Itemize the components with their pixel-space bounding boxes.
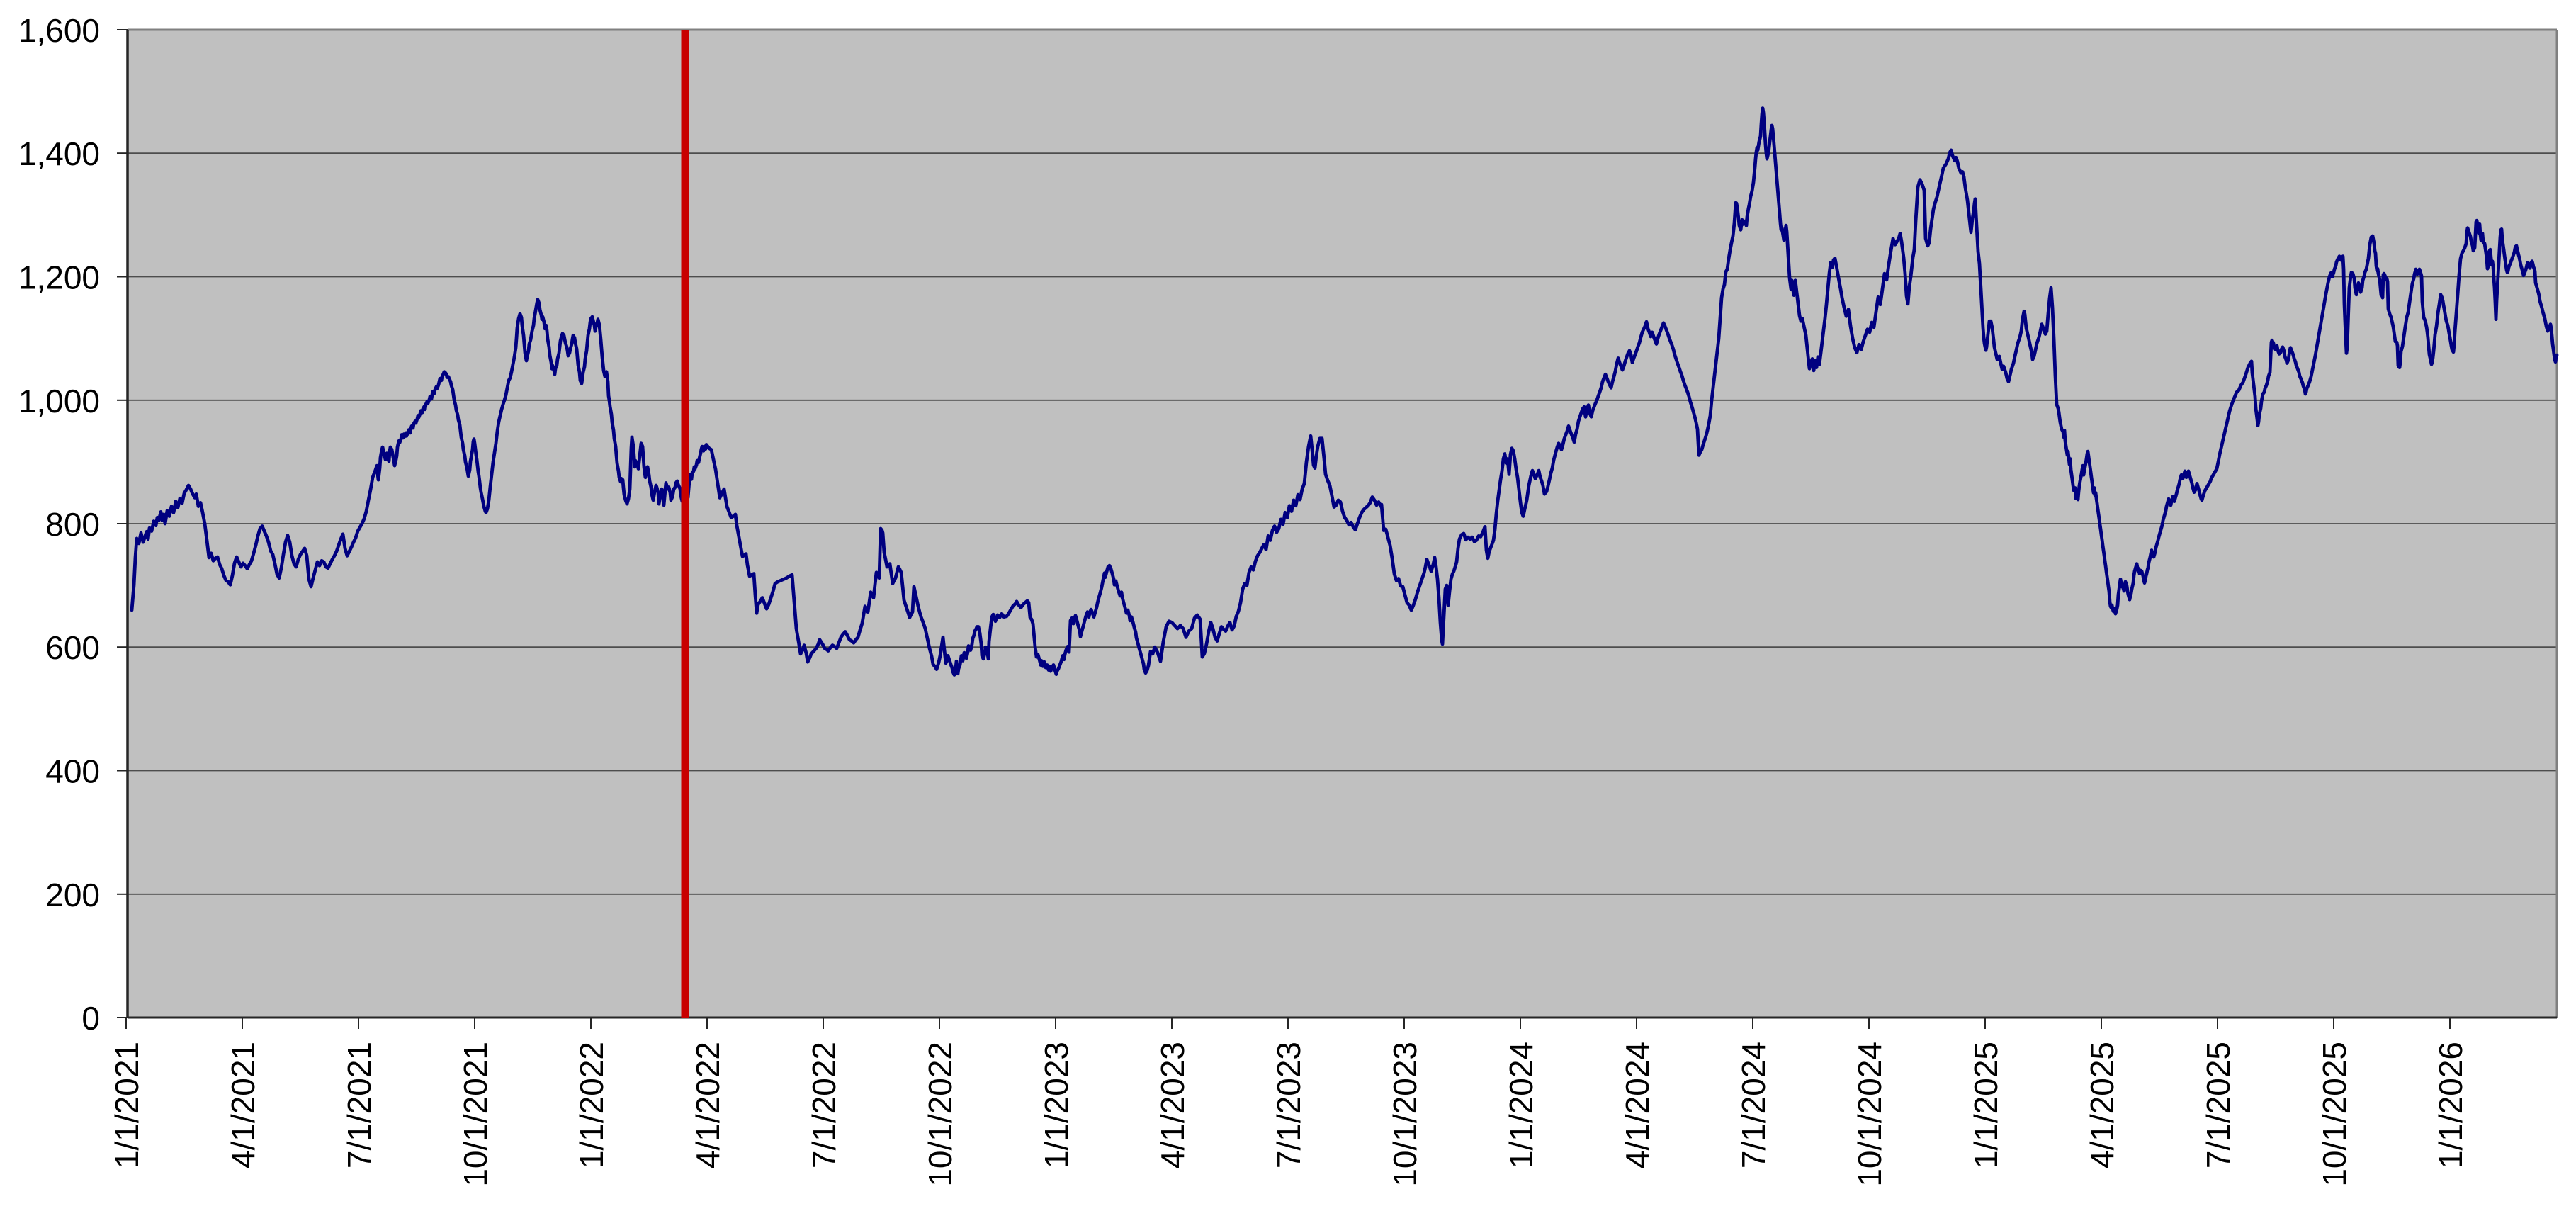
svg-text:1/1/2025: 1/1/2025 xyxy=(1967,1042,2004,1168)
svg-text:7/1/2023: 7/1/2023 xyxy=(1270,1042,1307,1168)
svg-text:1/1/2021: 1/1/2021 xyxy=(108,1042,145,1168)
svg-text:0: 0 xyxy=(81,1000,100,1037)
svg-text:10/1/2025: 10/1/2025 xyxy=(2316,1042,2353,1187)
svg-text:7/1/2025: 7/1/2025 xyxy=(2200,1042,2237,1168)
svg-text:1/1/2024: 1/1/2024 xyxy=(1503,1042,1540,1168)
svg-text:400: 400 xyxy=(45,753,100,790)
svg-text:1/1/2023: 1/1/2023 xyxy=(1038,1042,1075,1168)
svg-text:10/1/2023: 10/1/2023 xyxy=(1386,1042,1423,1187)
svg-text:10/1/2022: 10/1/2022 xyxy=(922,1042,959,1187)
svg-text:4/1/2024: 4/1/2024 xyxy=(1619,1042,1656,1168)
svg-text:600: 600 xyxy=(45,629,100,666)
svg-text:1,400: 1,400 xyxy=(18,135,100,172)
svg-text:4/1/2021: 4/1/2021 xyxy=(225,1042,261,1168)
svg-text:1/1/2026: 1/1/2026 xyxy=(2432,1042,2469,1168)
svg-text:1,200: 1,200 xyxy=(18,259,100,296)
svg-text:7/1/2021: 7/1/2021 xyxy=(341,1042,378,1168)
svg-text:7/1/2022: 7/1/2022 xyxy=(806,1042,842,1168)
svg-text:1,600: 1,600 xyxy=(18,12,100,49)
svg-text:4/1/2023: 4/1/2023 xyxy=(1154,1042,1191,1168)
svg-text:1,000: 1,000 xyxy=(18,383,100,419)
svg-text:7/1/2024: 7/1/2024 xyxy=(1735,1042,1772,1168)
svg-text:4/1/2025: 4/1/2025 xyxy=(2084,1042,2120,1168)
svg-text:10/1/2021: 10/1/2021 xyxy=(457,1042,494,1187)
svg-text:200: 200 xyxy=(45,877,100,913)
svg-text:800: 800 xyxy=(45,506,100,543)
svg-text:4/1/2022: 4/1/2022 xyxy=(689,1042,726,1168)
svg-text:1/1/2022: 1/1/2022 xyxy=(573,1042,610,1168)
svg-text:10/1/2024: 10/1/2024 xyxy=(1851,1042,1888,1187)
